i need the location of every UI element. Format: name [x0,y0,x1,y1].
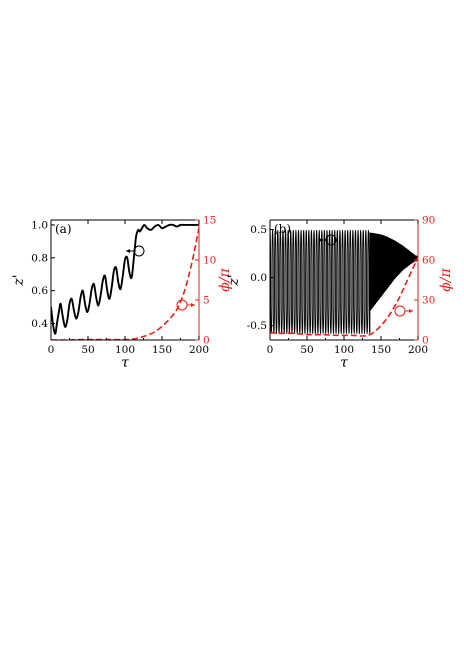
panel-b-annotation-arrowhead-right [409,309,413,313]
panel-b-ylabel-left: z' [226,274,242,286]
panel-a-xtick-label-2: 100 [115,344,135,356]
panel-a-ytick-left-label-0: 0.4 [31,318,48,330]
panel-a-ytick-right-label-1: 5 [203,295,210,307]
panel-b-xtick-label-1: 50 [300,344,313,356]
panel-b-series-phi [270,256,418,337]
panel-a-ytick-left-label-2: 0.8 [31,252,48,264]
panel-b-xtick-label-4: 200 [408,344,428,356]
panel-a-xtick-label-0: 0 [48,344,55,356]
panel-a-ytick-right-label-2: 10 [203,255,216,267]
panel-b: 0 50 100 150 200 -0.5 0.0 0.5 0 30 60 90 (b) τ z' ϕ/π [226,215,454,372]
panel-b-ytick-left-label-1: 0.0 [250,272,267,284]
panel-a-ytick-right-label-0: 0 [203,335,210,347]
panel-a-ylabel-right: ϕ/π [217,267,233,291]
panel-a-xtick-label-3: 150 [152,344,172,356]
panel-b-xtick-label-0: 0 [267,344,274,356]
panel-b-xtick-label-3: 150 [371,344,391,356]
panel-a-label: (a) [55,222,72,236]
panel-a-ytick-left-label-1: 0.6 [31,285,48,297]
panel-a-ylabel-left: z' [11,274,27,286]
panel-a-xtick-label-1: 50 [81,344,94,356]
panel-a-xlabel: τ [121,355,129,371]
panel-b-series-z [270,229,418,335]
panel-a: 0 50 100 150 200 0.4 0.6 0.8 1.0 0 5 10 15 (a) τ z' ϕ/π [11,215,233,372]
panel-b-ytick-right-label-1: 30 [422,295,435,307]
panel-b-ytick-right-label-3: 90 [422,215,435,227]
panel-b-label: (b) [274,222,291,236]
panel-b-ytick-left-label-0: -0.5 [247,320,267,332]
panel-a-annotation-arrowhead-left [126,249,130,253]
panel-b-ytick-right-label-0: 0 [422,335,429,347]
panel-b-xtick-label-2: 100 [334,344,354,356]
panel-a-series-z [51,223,199,335]
panel-a-ytick-left-label-3: 1.0 [31,219,48,231]
panel-b-annotation-arrowhead-left [318,238,322,242]
panel-a-xtick-label-4: 200 [189,344,209,356]
panel-a-annotation-arrowhead-right [191,303,195,307]
panel-b-ytick-left-label-2: 0.5 [250,224,267,236]
panel-a-ytick-right-label-3: 15 [203,215,216,227]
panel-b-ylabel-right: ϕ/π [438,267,454,291]
panel-b-ytick-right-label-2: 60 [422,255,435,267]
panel-b-xlabel: τ [340,355,348,371]
